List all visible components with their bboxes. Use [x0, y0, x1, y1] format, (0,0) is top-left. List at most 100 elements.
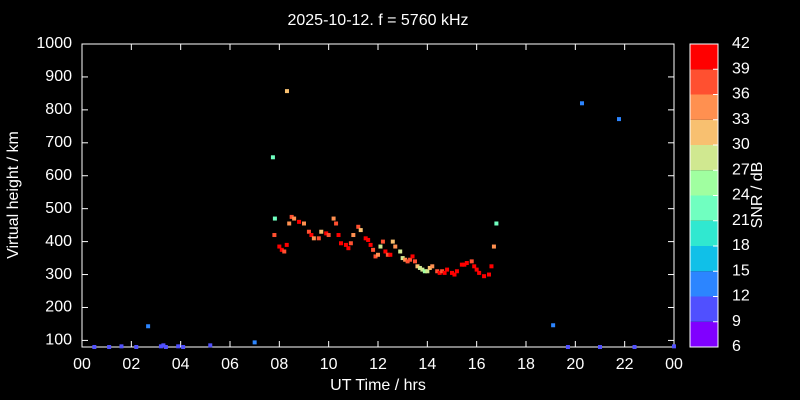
- colorbar-swatch: [690, 220, 718, 246]
- data-point: [403, 257, 408, 262]
- data-point: [437, 270, 442, 275]
- data-point: [393, 244, 398, 249]
- x-tick-label: 20: [566, 356, 584, 373]
- data-point: [445, 267, 450, 272]
- colorbar-swatch: [690, 195, 718, 221]
- data-point: [289, 214, 294, 219]
- colorbar-swatch: [690, 94, 718, 120]
- data-point: [390, 239, 395, 244]
- data-point: [632, 345, 637, 349]
- data-point: [284, 242, 289, 247]
- data-point: [616, 117, 621, 122]
- colorbar-tick-label: 33: [732, 111, 750, 128]
- data-point: [343, 242, 348, 247]
- y-tick-label: 200: [45, 299, 72, 316]
- y-tick-label: 1000: [36, 35, 72, 52]
- data-point: [425, 269, 430, 274]
- data-point: [292, 216, 297, 221]
- x-tick-label: 02: [122, 356, 140, 373]
- data-point: [489, 264, 494, 269]
- data-point: [146, 324, 151, 329]
- data-point: [356, 224, 361, 229]
- data-point: [472, 264, 477, 269]
- y-tick-label: 900: [45, 68, 72, 85]
- x-tick-label: 22: [616, 356, 634, 373]
- colorbar-tick-label: 30: [732, 136, 750, 153]
- data-point: [287, 221, 292, 226]
- colorbar-tick-label: 36: [732, 86, 750, 103]
- data-point: [462, 262, 467, 267]
- x-tick-label: 14: [418, 356, 436, 373]
- data-point: [326, 233, 331, 238]
- colorbar-swatch: [690, 321, 718, 347]
- data-point: [334, 221, 339, 226]
- data-point: [306, 229, 311, 234]
- data-point: [464, 261, 469, 266]
- colorbar-tick-label: 27: [732, 161, 750, 178]
- data-point: [420, 267, 425, 272]
- data-point: [107, 345, 112, 349]
- data-point: [331, 216, 336, 221]
- data-point: [477, 270, 482, 275]
- data-point: [415, 264, 420, 269]
- data-point: [427, 265, 432, 270]
- colorbar-tick-label: 9: [732, 313, 741, 330]
- colorbar-swatch: [690, 271, 718, 297]
- data-point: [469, 259, 474, 264]
- data-point: [351, 233, 356, 238]
- chart-title: 2025-10-12. f = 5760 kHz: [287, 12, 468, 29]
- data-point: [474, 267, 479, 272]
- data-point: [163, 345, 168, 349]
- x-tick-label: 16: [468, 356, 486, 373]
- colorbar-swatch: [690, 170, 718, 196]
- colorbar-tick-label: 6: [732, 338, 741, 355]
- data-point: [134, 345, 139, 349]
- data-point: [279, 247, 284, 252]
- data-point: [672, 344, 676, 349]
- data-point: [311, 236, 316, 241]
- data-point: [208, 343, 213, 348]
- colorbar-swatch: [690, 69, 718, 95]
- data-point: [316, 236, 321, 241]
- data-point: [454, 269, 459, 274]
- data-point: [339, 241, 343, 246]
- x-tick-label: 06: [221, 356, 239, 373]
- y-tick-label: 100: [45, 332, 72, 349]
- y-tick-label: 700: [45, 134, 72, 151]
- data-point: [491, 244, 496, 249]
- data-point: [272, 216, 277, 221]
- plot-frame: [81, 43, 675, 348]
- y-axis-label: Virtual height / km: [5, 131, 22, 259]
- colorbar-swatch: [690, 145, 718, 171]
- data-point: [494, 221, 499, 226]
- data-point: [181, 345, 186, 349]
- data-point: [270, 155, 275, 160]
- colorbar-swatch: [690, 246, 718, 272]
- colorbar-tick-label: 18: [732, 237, 750, 254]
- x-tick-label: 18: [517, 356, 535, 373]
- y-tick-label: 800: [45, 101, 72, 118]
- data-point: [408, 257, 413, 262]
- data-point: [385, 252, 390, 257]
- y-tick-label: 500: [45, 200, 72, 217]
- colorbar-tick-label: 42: [732, 35, 750, 52]
- data-point: [92, 345, 97, 349]
- colorbar-swatch: [690, 119, 718, 145]
- x-tick-label: 00: [665, 356, 683, 373]
- data-point: [358, 228, 363, 233]
- data-point: [176, 344, 181, 349]
- data-point: [158, 344, 163, 349]
- data-point: [346, 246, 351, 251]
- data-point: [413, 259, 417, 264]
- x-tick-label: 12: [369, 356, 387, 373]
- data-point: [363, 236, 368, 241]
- data-point: [366, 237, 371, 242]
- colorbar-tick-label: 12: [732, 288, 750, 305]
- data-point: [442, 270, 447, 275]
- data-point: [309, 233, 314, 238]
- data-point: [417, 265, 422, 270]
- data-point: [565, 345, 570, 349]
- data-point: [482, 274, 487, 279]
- data-point: [272, 233, 277, 238]
